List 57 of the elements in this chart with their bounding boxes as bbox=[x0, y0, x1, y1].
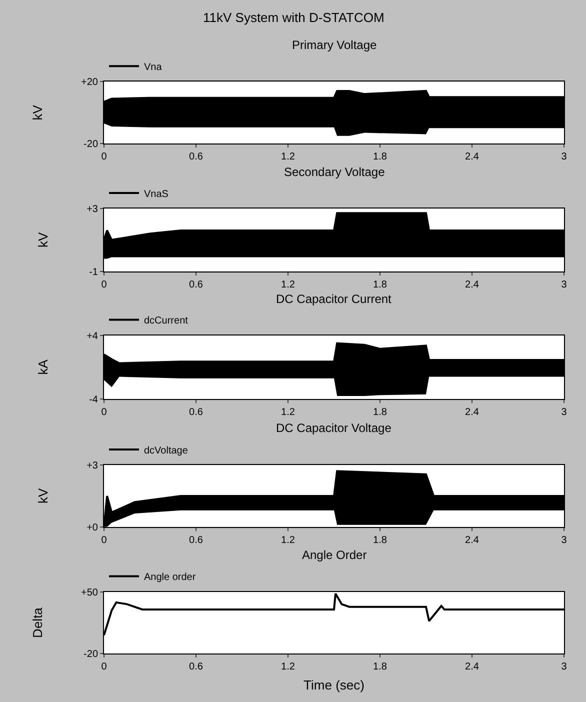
chart-title: DC Capacitor Current bbox=[276, 292, 392, 306]
chart-title: DC Capacitor Voltage bbox=[276, 421, 392, 435]
x-tick-label: 2.4 bbox=[465, 407, 480, 418]
x-tick-label: 0.6 bbox=[189, 407, 204, 418]
chart-title: 11kV System with D-STATCOM bbox=[203, 10, 384, 25]
legend-label: Angle order bbox=[144, 572, 196, 584]
x-tick-label: 0 bbox=[101, 279, 108, 290]
x-tick-label: 2.4 bbox=[465, 152, 480, 163]
x-tick-label: 0 bbox=[101, 662, 108, 673]
x-tick-label: 1.8 bbox=[373, 662, 388, 673]
y-tick-label: +20 bbox=[81, 77, 98, 88]
x-tick-label: 1.2 bbox=[281, 407, 296, 418]
legend-label: dcVoltage bbox=[144, 445, 188, 456]
x-tick-label: 2.4 bbox=[465, 662, 480, 673]
x-tick-label: 3 bbox=[561, 534, 568, 546]
y-tick-label: -20 bbox=[84, 649, 98, 660]
x-tick-label: 0.6 bbox=[189, 152, 204, 163]
x-tick-label: 1.8 bbox=[373, 407, 388, 418]
x-tick-label: 0 bbox=[101, 534, 108, 546]
y-tick-label: +4 bbox=[86, 330, 98, 342]
x-tick-label: 3 bbox=[561, 152, 568, 163]
chart-subtitle: Primary Voltage bbox=[292, 38, 378, 52]
x-tick-label: 1.2 bbox=[281, 534, 296, 546]
y-tick-label: +50 bbox=[81, 587, 98, 598]
legend-label: VnaS bbox=[144, 188, 169, 200]
x-tick-label: 3 bbox=[561, 407, 568, 418]
x-tick-label: 3 bbox=[561, 662, 568, 673]
y-axis-title: kV bbox=[36, 488, 51, 504]
y-tick-label: +3 bbox=[86, 460, 98, 472]
y-axis-title: kV bbox=[36, 232, 51, 248]
legend-label: Vna bbox=[144, 62, 162, 74]
y-tick-label: +3 bbox=[86, 204, 98, 215]
x-tick-label: 3 bbox=[561, 279, 568, 290]
x-tick-label: 1.2 bbox=[281, 279, 296, 290]
y-axis-title: kA bbox=[36, 359, 51, 375]
x-tick-label: 1.8 bbox=[373, 534, 388, 546]
chart-title: Secondary Voltage bbox=[284, 165, 386, 179]
x-tick-label: 0.6 bbox=[189, 534, 204, 546]
y-axis-title: kV bbox=[30, 104, 45, 120]
x-tick-label: 0 bbox=[101, 152, 108, 163]
legend-label: dcCurrent bbox=[144, 316, 188, 327]
x-tick-label: 0 bbox=[101, 407, 108, 418]
x-tick-label: 0.6 bbox=[189, 279, 204, 290]
y-tick-label: -1 bbox=[89, 266, 98, 278]
x-tick-label: 1.8 bbox=[373, 279, 388, 290]
x-tick-label: 1.2 bbox=[281, 152, 296, 163]
y-tick-label: +0 bbox=[86, 522, 98, 534]
chart-title: Angle Order bbox=[302, 548, 367, 562]
y-axis-title: Delta bbox=[30, 606, 45, 638]
x-axis-title: Time (sec) bbox=[304, 677, 364, 692]
x-tick-label: 0.6 bbox=[189, 662, 204, 673]
y-tick-label: -20 bbox=[84, 139, 98, 150]
x-tick-label: 1.8 bbox=[373, 152, 388, 163]
x-tick-label: 2.4 bbox=[465, 279, 480, 290]
x-tick-label: 1.2 bbox=[281, 662, 296, 673]
y-tick-label: -4 bbox=[89, 394, 98, 406]
x-tick-label: 2.4 bbox=[465, 534, 480, 546]
